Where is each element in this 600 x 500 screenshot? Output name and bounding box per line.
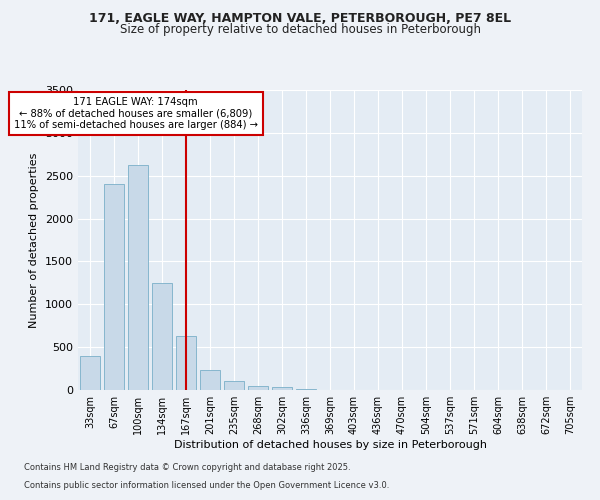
Y-axis label: Number of detached properties: Number of detached properties <box>29 152 40 328</box>
Bar <box>248 386 268 390</box>
Text: 171 EAGLE WAY: 174sqm
← 88% of detached houses are smaller (6,809)
11% of semi-d: 171 EAGLE WAY: 174sqm ← 88% of detached … <box>14 97 257 130</box>
Bar <box>152 283 172 390</box>
Text: Contains public sector information licensed under the Open Government Licence v3: Contains public sector information licen… <box>24 481 389 490</box>
Text: Contains HM Land Registry data © Crown copyright and database right 2025.: Contains HM Land Registry data © Crown c… <box>24 464 350 472</box>
Bar <box>176 336 196 390</box>
X-axis label: Distribution of detached houses by size in Peterborough: Distribution of detached houses by size … <box>173 440 487 450</box>
Bar <box>200 370 220 390</box>
Text: Size of property relative to detached houses in Peterborough: Size of property relative to detached ho… <box>119 22 481 36</box>
Bar <box>80 356 100 390</box>
Bar <box>296 389 316 390</box>
Text: 171, EAGLE WAY, HAMPTON VALE, PETERBOROUGH, PE7 8EL: 171, EAGLE WAY, HAMPTON VALE, PETERBOROU… <box>89 12 511 26</box>
Bar <box>224 382 244 390</box>
Bar <box>128 166 148 390</box>
Bar <box>104 184 124 390</box>
Bar <box>272 388 292 390</box>
